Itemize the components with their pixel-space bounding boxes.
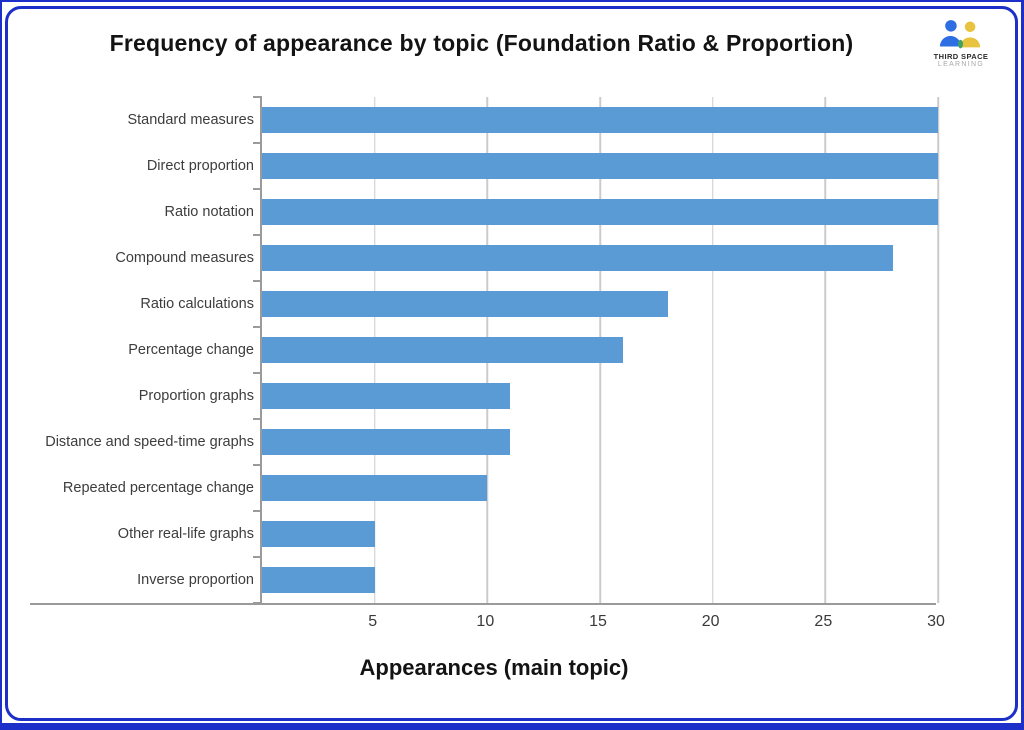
bar: [262, 245, 893, 271]
y-axis-tick: [253, 464, 262, 466]
bar: [262, 199, 938, 225]
x-axis: 5 10 15 20 25 30: [260, 605, 945, 639]
y-axis-tick: [253, 602, 262, 604]
y-axis-tick: [253, 372, 262, 374]
chart-title: Frequency of appearance by topic (Founda…: [109, 30, 854, 56]
category-label: Inverse proportion: [137, 572, 254, 588]
bar-row: [262, 143, 938, 189]
bar: [262, 153, 938, 179]
category-label: Distance and speed-time graphs: [45, 434, 254, 450]
category-label: Compound measures: [115, 250, 254, 266]
card-frame: Frequency of appearance by topic (Founda…: [5, 6, 1018, 721]
x-axis-title: Appearances (main topic): [359, 655, 629, 680]
logo-text-primary: THIRD SPACE: [933, 52, 989, 61]
bar-chart: Standard measures Direct proportion Ratio …: [30, 96, 939, 605]
category-labels: Standard measures Direct proportion Ratio …: [30, 97, 260, 603]
bar-row: [262, 511, 938, 557]
chart-header: Frequency of appearance by topic (Founda…: [8, 9, 1015, 68]
logo-people-icon: [939, 20, 981, 49]
y-axis-tick: [253, 556, 262, 558]
x-axis-tick-label: 15: [589, 613, 607, 630]
plot-area: [253, 96, 939, 604]
y-axis-tick: [253, 280, 262, 282]
bar-row: [262, 189, 938, 235]
logo-text-secondary: LEARNING: [937, 61, 985, 69]
gridline: [824, 97, 827, 603]
bar: [262, 429, 510, 455]
y-axis-tick: [253, 510, 262, 512]
category-label: Ratio notation: [164, 204, 254, 220]
x-axis-tick-label: 30: [927, 613, 945, 630]
bar-row: [262, 373, 938, 419]
y-axis-tick: [253, 418, 262, 420]
x-axis-tick-label: 25: [814, 613, 833, 630]
category-label: Percentage change: [128, 342, 254, 358]
category-label: Other real-life graphs: [117, 526, 254, 542]
bar: [262, 107, 938, 133]
category-label: Standard measures: [127, 112, 254, 128]
bar: [262, 337, 623, 363]
category-label: Proportion graphs: [138, 388, 254, 404]
category-label: Direct proportion: [146, 158, 254, 174]
y-axis-tick: [253, 326, 262, 328]
bar-row: [262, 327, 938, 373]
bar-row: [262, 97, 938, 143]
category-label: Ratio calculations: [140, 296, 254, 312]
y-axis-tick: [253, 96, 262, 98]
bar: [262, 383, 510, 409]
bar: [262, 291, 668, 317]
y-axis-tick: [253, 234, 262, 236]
bar: [262, 521, 375, 547]
y-axis-tick: [253, 188, 262, 190]
bar: [262, 475, 488, 501]
bar-row: [262, 419, 938, 465]
bar: [262, 567, 375, 593]
x-axis-tick-label: 10: [476, 613, 495, 630]
x-axis-tick-label: 5: [368, 613, 378, 630]
category-label: Repeated percentage change: [62, 480, 254, 496]
bar-row: [262, 281, 938, 327]
gridline: [711, 97, 714, 603]
y-axis-tick: [253, 142, 262, 144]
x-axis-tick-label: 20: [701, 613, 720, 630]
gridline: [937, 97, 939, 603]
bar-row: [262, 235, 938, 281]
bar-row: [262, 465, 938, 511]
tsl-logo: THIRD SPACE LEARNING: [925, 17, 997, 69]
bar-row: [262, 557, 938, 603]
